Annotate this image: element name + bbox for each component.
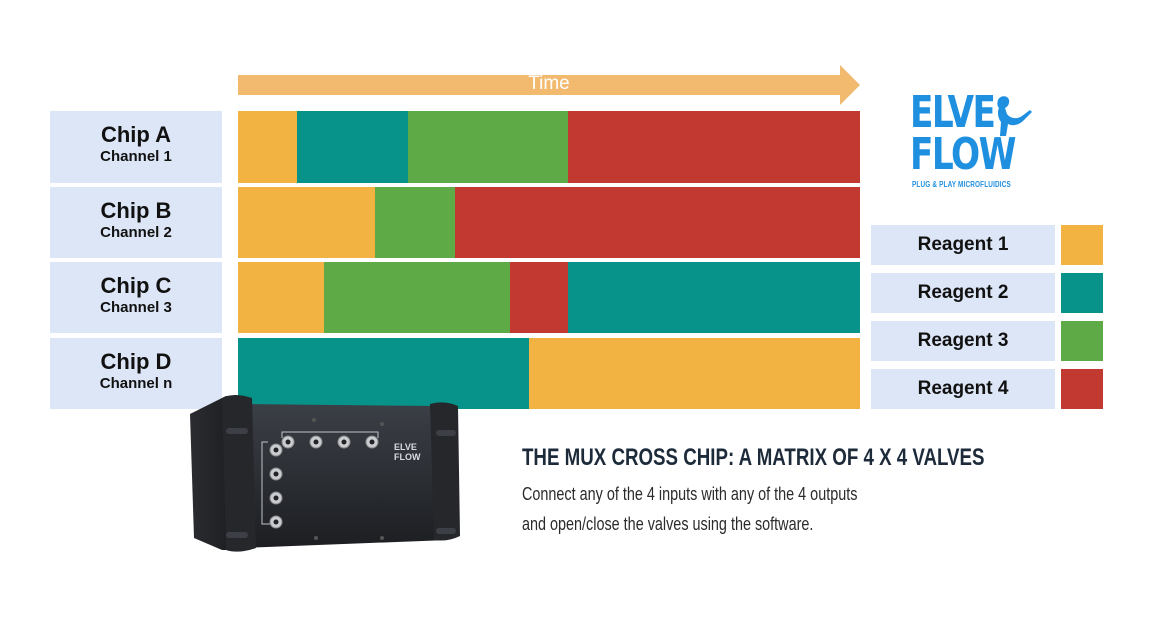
- segment-reagent-1: [238, 187, 375, 258]
- chip-channel: Channel n: [99, 375, 173, 392]
- segment-reagent-4: [510, 262, 568, 333]
- chip-name: Chip D: [100, 349, 172, 374]
- logo-tagline: PLUG & PLAY MICROFLUIDICS: [912, 180, 1011, 189]
- chip-label-a: Chip A Channel 1: [50, 111, 222, 183]
- segment-reagent-3: [375, 187, 455, 258]
- chip-channel: Channel 1: [100, 148, 172, 165]
- legend-swatch-reagent-3: [1061, 321, 1103, 361]
- segment-reagent-1: [529, 338, 860, 409]
- chip-channel: Channel 2: [100, 224, 172, 241]
- segment-reagent-2: [568, 262, 860, 333]
- chip-name: Chip C: [100, 273, 172, 298]
- logo-line-1: ELVE: [910, 87, 996, 138]
- timeline-row-b: [238, 187, 860, 258]
- device-illustration: ELVE FLOW: [190, 395, 460, 552]
- chip-channel: Channel 3: [100, 299, 172, 316]
- segment-reagent-3: [324, 262, 510, 333]
- caption-title: THE MUX CROSS CHIP: A MATRIX OF 4 X 4 VA…: [522, 444, 985, 471]
- time-arrow: Time: [238, 65, 860, 105]
- logo-figure-icon: [997, 96, 1032, 136]
- chip-name: Chip B: [100, 198, 172, 223]
- legend-swatch-reagent-4: [1061, 369, 1103, 409]
- legend-label-reagent-2: Reagent 2: [871, 273, 1055, 313]
- segment-reagent-4: [455, 187, 860, 258]
- time-axis-label: Time: [528, 73, 570, 94]
- legend-label-reagent-4: Reagent 4: [871, 369, 1055, 409]
- segment-reagent-2: [238, 338, 529, 409]
- legend-label-reagent-3: Reagent 3: [871, 321, 1055, 361]
- segment-reagent-2: [297, 111, 408, 183]
- timeline-row-d: [238, 338, 860, 409]
- chip-label-d: Chip D Channel n: [50, 338, 222, 409]
- legend-swatch-reagent-2: [1061, 273, 1103, 313]
- chip-label-c: Chip C Channel 3: [50, 262, 222, 333]
- arrow-right-icon: [238, 65, 860, 105]
- timeline-row-c: [238, 262, 860, 333]
- svg-text:FLOW: FLOW: [394, 452, 421, 462]
- segment-reagent-4: [568, 111, 860, 183]
- caption-line-1: Connect any of the 4 inputs with any of …: [522, 484, 858, 504]
- mux-cross-chip-device: ELVE FLOW: [186, 390, 462, 556]
- segment-reagent-1: [238, 111, 297, 183]
- elveflow-logo: ELVE FLOW PLUG & PLAY MICROFLUIDICS: [910, 87, 1040, 192]
- chip-label-b: Chip B Channel 2: [50, 187, 222, 258]
- logo-line-2: FLOW: [910, 129, 1016, 180]
- chip-name: Chip A: [100, 122, 172, 147]
- legend-swatch-reagent-1: [1061, 225, 1103, 265]
- legend-label-reagent-1: Reagent 1: [871, 225, 1055, 265]
- segment-reagent-1: [238, 262, 324, 333]
- caption-line-2: and open/close the valves using the soft…: [522, 514, 814, 534]
- timeline-row-a: [238, 111, 860, 183]
- segment-reagent-3: [408, 111, 568, 183]
- svg-text:ELVE: ELVE: [394, 442, 417, 452]
